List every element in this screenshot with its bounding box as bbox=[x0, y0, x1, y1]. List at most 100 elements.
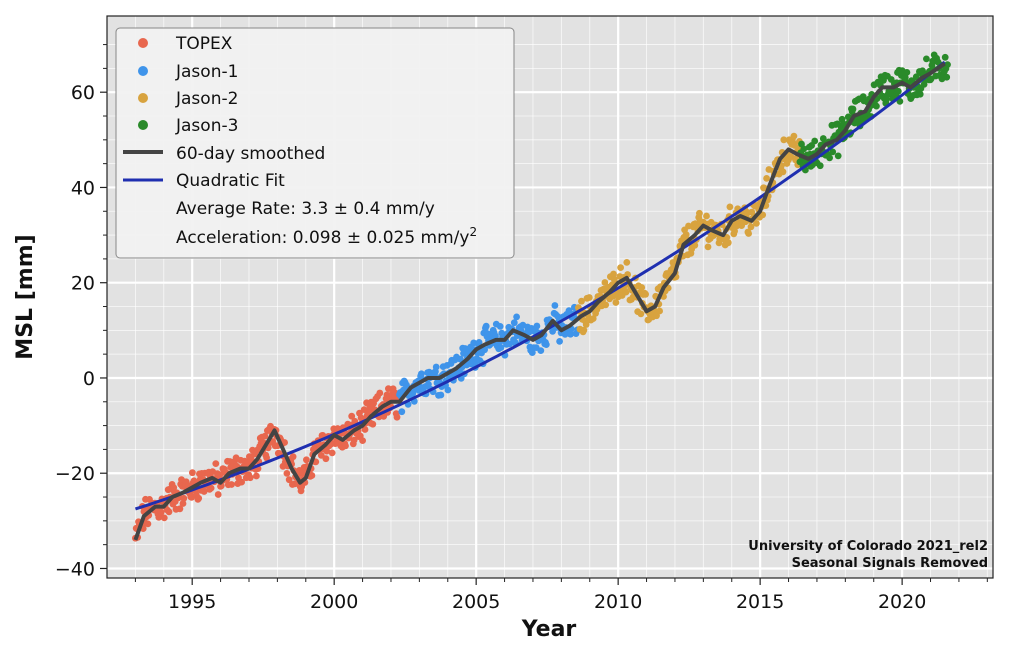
legend-label-jason2: Jason-2 bbox=[175, 89, 238, 109]
legend-marker-jason2 bbox=[138, 93, 148, 103]
data-point-topex bbox=[144, 520, 152, 528]
data-point-jason1 bbox=[556, 338, 563, 345]
legend-label-jason1: Jason-1 bbox=[175, 62, 238, 82]
data-point-jason1 bbox=[533, 322, 541, 330]
data-point-topex bbox=[342, 442, 349, 450]
smoothed-line bbox=[133, 61, 946, 541]
data-point-jason2 bbox=[745, 230, 752, 237]
data-point-topex bbox=[322, 455, 330, 463]
data-point-topex bbox=[289, 453, 297, 461]
data-point-jason3 bbox=[920, 81, 928, 88]
data-point-jason3 bbox=[819, 135, 827, 142]
data-point-topex bbox=[348, 412, 356, 420]
data-point-jason3 bbox=[849, 105, 857, 113]
data-point-jason1 bbox=[475, 339, 483, 346]
y-tick-label: 40 bbox=[71, 177, 95, 199]
data-point-jason3 bbox=[829, 148, 837, 156]
credit-line-1: University of Colorado 2021_rel2 bbox=[748, 539, 988, 554]
data-point-topex bbox=[308, 472, 316, 479]
data-point-jason3 bbox=[811, 137, 819, 145]
data-point-topex bbox=[179, 500, 187, 507]
data-point-jason2 bbox=[622, 288, 630, 296]
y-tick-label: 20 bbox=[71, 273, 95, 295]
data-point-topex bbox=[285, 476, 293, 484]
data-point-jason2 bbox=[704, 243, 712, 251]
data-point-jason2 bbox=[602, 301, 610, 309]
y-tick-label: −40 bbox=[55, 558, 95, 580]
data-point-topex bbox=[207, 484, 215, 492]
data-point-topex bbox=[200, 488, 208, 495]
data-point-topex bbox=[261, 432, 269, 440]
data-point-jason2 bbox=[623, 259, 631, 266]
legend-marker-jason1 bbox=[138, 66, 148, 76]
data-point-jason2 bbox=[696, 209, 703, 217]
data-point-jason3 bbox=[901, 74, 909, 81]
data-point-jason1 bbox=[437, 391, 445, 399]
quadratic-fit-line bbox=[134, 60, 946, 511]
data-point-jason2 bbox=[642, 290, 649, 298]
y-tick-label: −20 bbox=[55, 463, 95, 485]
data-point-jason2 bbox=[612, 299, 620, 306]
data-point-topex bbox=[214, 491, 222, 498]
data-point-jason3 bbox=[800, 145, 808, 153]
data-point-topex bbox=[246, 474, 254, 482]
data-point-jason1 bbox=[457, 355, 464, 363]
data-point-topex bbox=[212, 460, 220, 467]
data-point-jason2 bbox=[753, 220, 760, 227]
data-point-jason1 bbox=[496, 323, 504, 330]
data-point-jason2 bbox=[682, 231, 690, 239]
data-point-topex bbox=[228, 481, 235, 488]
data-point-jason2 bbox=[580, 326, 588, 334]
data-point-jason2 bbox=[589, 315, 597, 322]
data-point-jason1 bbox=[565, 307, 573, 314]
x-tick-label: 2015 bbox=[736, 591, 784, 613]
data-point-topex bbox=[244, 458, 252, 466]
plot-frame bbox=[106, 15, 994, 579]
y-tick-label: 0 bbox=[83, 368, 95, 390]
data-point-jason3 bbox=[834, 152, 842, 160]
data-point-jason2 bbox=[724, 239, 732, 247]
data-point-topex bbox=[369, 420, 377, 428]
data-point-jason1 bbox=[554, 313, 562, 320]
data-point-jason2 bbox=[703, 212, 710, 220]
legend-marker-topex bbox=[138, 38, 148, 48]
data-point-jason2 bbox=[691, 241, 699, 249]
data-point-jason1 bbox=[513, 313, 520, 321]
data-point-topex bbox=[189, 469, 196, 477]
data-point-jason1 bbox=[418, 370, 425, 378]
data-point-topex bbox=[253, 472, 260, 480]
acceleration-annotation-superscript: 2 bbox=[469, 225, 477, 239]
data-point-topex bbox=[157, 508, 165, 516]
data-point-jason1 bbox=[551, 302, 559, 309]
data-point-jason3 bbox=[941, 53, 949, 61]
data-point-jason1 bbox=[482, 322, 490, 330]
data-point-jason2 bbox=[638, 284, 646, 291]
data-point-jason2 bbox=[743, 208, 751, 216]
data-point-jason3 bbox=[919, 67, 926, 75]
data-point-jason1 bbox=[537, 347, 545, 354]
average-rate-annotation: Average Rate: 3.3 ± 0.4 mm/y bbox=[176, 199, 435, 219]
axis-ticks bbox=[100, 44, 988, 585]
data-point-topex bbox=[393, 413, 401, 421]
data-point-jason2 bbox=[585, 294, 593, 301]
data-point-jason3 bbox=[883, 95, 890, 103]
data-point-jason3 bbox=[912, 73, 920, 81]
data-point-jason3 bbox=[944, 61, 951, 68]
data-point-jason2 bbox=[763, 175, 770, 182]
data-point-jason1 bbox=[444, 386, 452, 394]
legend-box bbox=[115, 27, 515, 259]
legend-label-jason3: Jason-3 bbox=[175, 116, 238, 136]
data-point-topex bbox=[180, 494, 188, 502]
data-point-jason3 bbox=[903, 69, 911, 76]
data-point-jason3 bbox=[943, 73, 951, 81]
data-point-jason1 bbox=[510, 319, 518, 327]
data-point-jason1 bbox=[398, 408, 406, 416]
data-point-topex bbox=[176, 505, 184, 513]
x-tick-label: 2010 bbox=[594, 591, 642, 613]
data-point-jason2 bbox=[610, 270, 617, 278]
data-point-topex bbox=[283, 470, 291, 477]
legend-label-topex: TOPEX bbox=[175, 34, 233, 54]
data-point-jason2 bbox=[726, 203, 734, 211]
data-point-topex bbox=[160, 514, 168, 522]
legend-marker-jason3 bbox=[138, 120, 148, 130]
